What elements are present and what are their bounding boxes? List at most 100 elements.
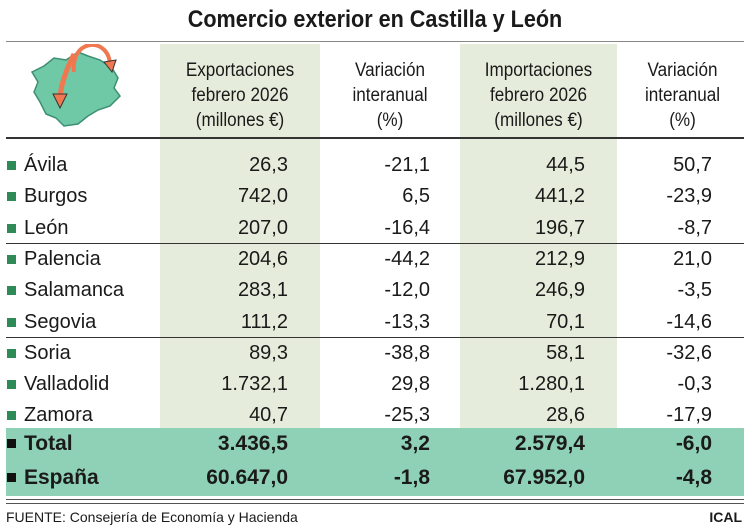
imports-variation: 21,0 [673,247,712,270]
region-name: Soria [24,341,71,364]
region-name: España [24,466,99,489]
imports-variation: -14,6 [666,310,712,333]
bullet-icon [7,439,16,448]
exports-variation: 6,5 [402,185,430,208]
header-variation-imports: Variación interanual (%) [626,58,739,133]
imports-column-shade [460,44,617,428]
exports-value: 26,3 [249,154,288,176]
group-divider [6,337,744,338]
total-row: Total 3.436,5 3,2 2.579,4 -6,0 [0,428,750,459]
imports-value: 44,5 [546,154,585,176]
exports-variation: -12,0 [384,279,430,302]
divider [6,41,744,42]
table-row: Salamanca 283,1 -12,0 246,9 -3,5 [0,275,750,306]
exports-column-shade [160,44,320,428]
imports-value: 1.280,1 [518,373,585,396]
bullet-icon [7,473,16,482]
imports-variation: -8,7 [677,216,712,239]
region-name: León [24,216,69,239]
exports-value: 204,6 [237,247,288,270]
footer-divider [6,499,744,504]
bullet-icon [7,286,16,296]
imports-variation: -23,9 [666,185,712,208]
bullet-icon [7,411,16,421]
bullet-icon [7,380,16,390]
region-name: Total [24,432,73,455]
table-row: Valladolid 1.732,1 29,8 1.280,1 -0,3 [0,369,750,400]
bullet-icon [7,161,16,170]
exports-variation: -1,8 [393,466,430,489]
exports-variation: -25,3 [384,404,430,427]
header-line: interanual [352,85,428,106]
table-row: Ávila 26,3 -21,1 44,5 50,7 [0,150,750,181]
imports-variation: -0,3 [677,373,712,396]
imports-value: 70,1 [546,310,585,333]
credit: ICAL [709,509,742,525]
header-line: Variación [354,60,426,81]
total-row: España 60.647,0 -1,8 67.952,0 -4,8 [0,462,750,493]
imports-value: 212,9 [534,247,585,270]
header-line: interanual [644,85,721,106]
region-name: Zamora [24,404,93,427]
bullet-icon [7,348,16,358]
imports-value: 67.952,0 [503,466,585,489]
exports-value: 742,0 [237,185,288,208]
header-line: (millones €) [494,110,583,131]
exports-variation: -21,1 [384,154,430,176]
exports-value: 283,1 [237,279,288,302]
imports-value: 58,1 [546,341,585,364]
group-divider [6,243,744,244]
header-line: Importaciones [484,60,593,81]
table-row: Soria 89,3 -38,8 58,1 -32,6 [0,338,750,369]
header-line: (%) [376,110,404,131]
exports-variation: 29,8 [391,373,430,396]
exports-value: 1.732,1 [221,373,288,396]
header-line: febrero 2026 [490,85,587,106]
region-name: Ávila [24,154,68,176]
exports-value: 60.647,0 [206,466,288,489]
totals-band [6,428,744,496]
header-line: (%) [669,110,696,131]
exports-variation: -16,4 [384,216,430,239]
page-title: Comercio exterior en Castilla y León [187,6,563,33]
imports-variation: -4,8 [675,466,712,489]
table-row: Segovia 111,2 -13,3 70,1 -14,6 [0,307,750,338]
table-row: Zamora 40,7 -25,3 28,6 -17,9 [0,400,750,431]
bullet-icon [7,192,16,202]
bullet-icon [7,254,16,264]
header-imports: Importaciones febrero 2026 (millones €) [468,58,609,133]
region-name: Burgos [24,185,88,208]
table-row: Burgos 742,0 6,5 441,2 -23,9 [0,181,750,212]
source-note: FUENTE: Consejería de Economía y Haciend… [6,509,298,525]
exports-value: 207,0 [237,216,288,239]
castilla-leon-map-icon [30,44,121,127]
imports-variation: -17,9 [666,404,712,427]
region-name: Palencia [24,247,101,270]
imports-value: 246,9 [534,279,585,302]
exports-variation: -13,3 [384,310,430,333]
exports-value: 111,2 [240,310,288,333]
header-line: (millones €) [195,110,285,131]
imports-variation: 50,7 [673,154,712,176]
header-divider [6,137,744,139]
exports-variation: -44,2 [384,247,430,270]
exports-value: 89,3 [249,341,288,364]
exports-value: 40,7 [249,404,288,427]
bullet-icon [7,317,16,327]
header-line: Variación [647,60,718,81]
header-line: febrero 2026 [191,85,289,106]
imports-value: 28,6 [546,404,585,427]
imports-variation: -32,6 [666,341,712,364]
bullet-icon [7,223,16,233]
imports-variation: -3,5 [677,279,712,302]
header-line: Exportaciones [185,60,295,81]
header-variation-exports: Variación interanual (%) [332,58,449,133]
imports-value: 441,2 [534,185,585,208]
region-name: Salamanca [24,279,125,302]
exports-variation: 3,2 [400,432,430,455]
imports-value: 196,7 [534,216,585,239]
imports-value: 2.579,4 [514,432,585,455]
table-row: Palencia 204,6 -44,2 212,9 21,0 [0,244,750,275]
exports-variation: -38,8 [384,341,430,364]
